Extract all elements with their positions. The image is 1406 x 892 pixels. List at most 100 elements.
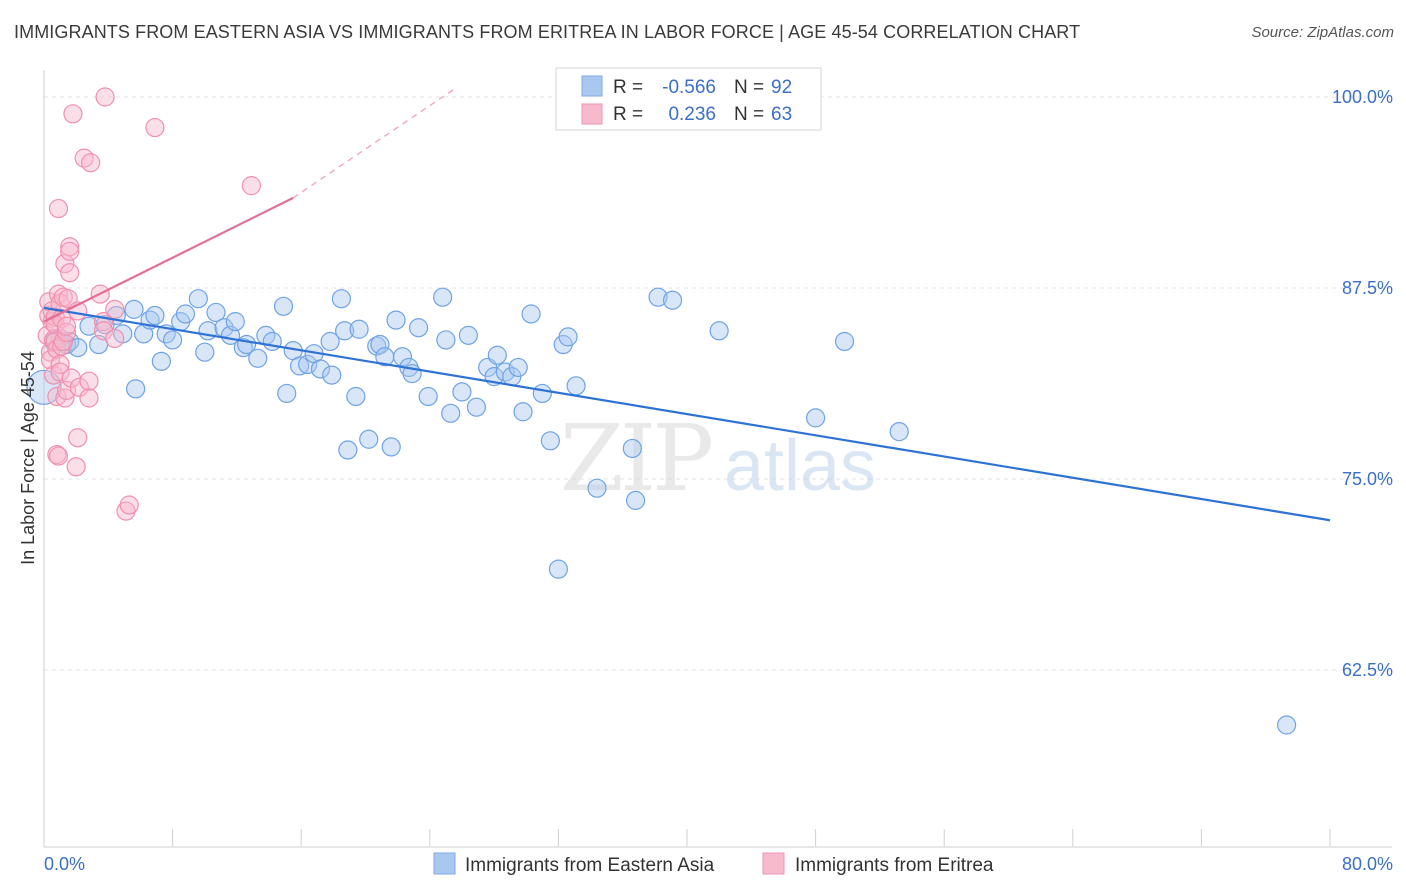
trendline-eritrea-extension [292, 88, 455, 199]
point-eastern-asia [175, 304, 196, 324]
point-eastern-asia [834, 331, 855, 352]
legend-n-label-1: N = [734, 77, 764, 98]
point-eastern-asia [521, 304, 541, 324]
legend-n-label-2: N = [734, 104, 764, 125]
point-eritrea [68, 428, 88, 448]
y-tick-labels: 62.5% 75.0% 87.5% 100.0% [1332, 87, 1393, 680]
point-eastern-asia [320, 331, 340, 352]
point-eastern-asia [248, 348, 268, 368]
point-eritrea [60, 263, 80, 283]
point-eritrea [60, 237, 80, 257]
point-eritrea [105, 299, 125, 319]
watermark-atlas: atlas [724, 426, 876, 506]
point-eastern-asia [145, 305, 165, 326]
point-eastern-asia [466, 397, 487, 417]
point-eastern-asia [662, 290, 683, 310]
point-eastern-asia [433, 287, 453, 307]
point-eastern-asia [540, 431, 560, 451]
series-eritrea [37, 87, 261, 521]
point-eritrea [48, 198, 69, 219]
point-eastern-asia [195, 342, 215, 362]
point-eastern-asia [262, 331, 282, 352]
point-eastern-asia [277, 383, 297, 404]
gridlines [44, 96, 1392, 671]
point-eastern-asia [151, 351, 171, 371]
point-eritrea [119, 495, 139, 515]
point-eastern-asia [322, 365, 342, 385]
point-eastern-asia [566, 376, 586, 396]
point-eastern-asia [310, 359, 331, 379]
trendline-eastern-asia [43, 306, 1331, 522]
point-eastern-asia [709, 321, 729, 341]
point-eritrea [50, 362, 70, 382]
point-eastern-asia [338, 440, 358, 460]
y-tick-label: 62.5% [1342, 660, 1393, 680]
point-eritrea [56, 316, 77, 336]
point-eastern-asia [508, 357, 528, 378]
point-eastern-asia [805, 408, 826, 428]
y-tick-label: 75.0% [1342, 469, 1393, 489]
point-eastern-asia [625, 490, 646, 510]
point-eritrea [47, 386, 67, 407]
point-eritrea [60, 241, 80, 261]
point-eastern-asia [298, 354, 318, 374]
legend-swatch-eritrea [581, 103, 603, 125]
trendline-eritrea [43, 196, 294, 323]
trend-lines [43, 88, 1331, 522]
point-eritrea [241, 176, 261, 196]
point-eastern-asia [622, 438, 642, 459]
legend: R = -0.566 N = 92 R = 0.236 N = 63 [555, 67, 822, 131]
point-eastern-asia [386, 310, 406, 330]
point-eastern-asia [532, 383, 552, 404]
point-eastern-asia [225, 312, 245, 332]
point-eastern-asia [441, 403, 461, 423]
legend-r-label-1: R = [613, 77, 643, 98]
point-eritrea [69, 377, 89, 397]
point-eastern-asia [370, 334, 390, 355]
chart-source: Source: ZipAtlas.com [1251, 24, 1394, 41]
point-eastern-asia [331, 289, 351, 309]
point-eastern-asia [273, 296, 294, 316]
point-eastern-asia [79, 316, 99, 336]
point-eritrea [66, 457, 86, 477]
y-tick-label: 100.0% [1332, 87, 1393, 107]
point-eritrea [63, 104, 83, 124]
y-tick-label: 87.5% [1342, 278, 1393, 298]
point-eastern-asia [1276, 715, 1297, 735]
watermark: ZIP atlas [560, 405, 876, 512]
legend-r-value-2: 0.236 [668, 104, 716, 125]
watermark-zip: ZIP [560, 405, 711, 512]
bottom-legend-swatch-eritrea [762, 852, 785, 875]
point-eritrea [48, 446, 69, 466]
point-eastern-asia [436, 330, 456, 350]
point-eastern-asia [349, 319, 369, 339]
point-eastern-asia [335, 321, 355, 341]
point-eastern-asia [548, 559, 569, 579]
point-eastern-asia [889, 422, 909, 442]
point-eastern-asia [289, 356, 310, 376]
point-eastern-asia [458, 325, 478, 345]
chart-title: IMMIGRANTS FROM EASTERN ASIA VS IMMIGRAN… [14, 22, 1081, 42]
point-eastern-asia [381, 437, 401, 457]
point-eastern-asia [392, 347, 413, 367]
point-eastern-asia [648, 287, 668, 307]
point-eritrea [55, 388, 75, 408]
point-eastern-asia [452, 382, 472, 402]
point-eastern-asia [188, 289, 208, 309]
point-eritrea [79, 388, 99, 408]
bottom-legend: Immigrants from Eastern Asia Immigrants … [433, 852, 994, 876]
point-eastern-asia [513, 402, 533, 422]
axes [43, 70, 1392, 848]
series-eastern-asia [26, 287, 1297, 735]
point-eritrea [145, 117, 165, 138]
point-eastern-asia [233, 337, 253, 358]
point-eritrea [81, 153, 101, 173]
point-eastern-asia [558, 327, 578, 347]
legend-n-value-2: 63 [771, 104, 792, 125]
point-eastern-asia [408, 318, 429, 338]
point-eritrea [56, 322, 77, 342]
point-eritrea [105, 328, 125, 349]
legend-swatch-eastern-asia [581, 75, 603, 97]
point-eastern-asia [487, 345, 507, 365]
